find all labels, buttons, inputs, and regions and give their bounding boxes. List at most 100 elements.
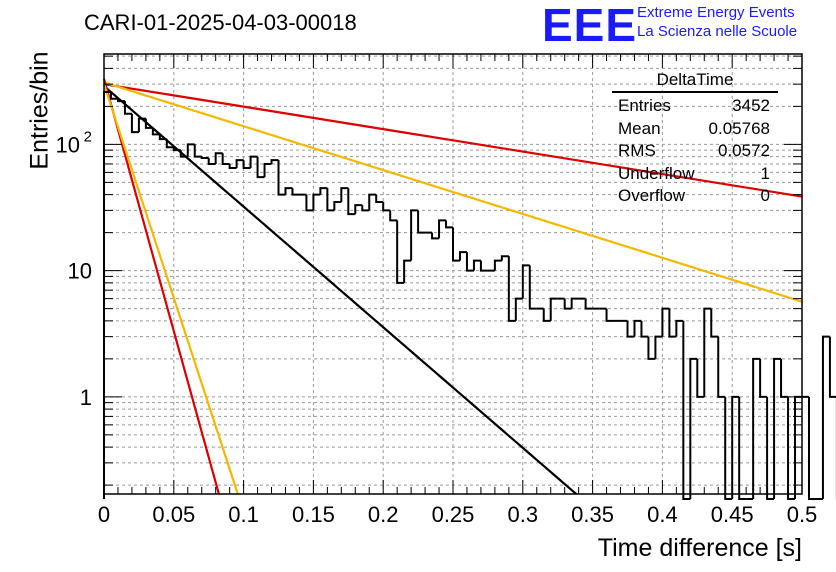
histogram-bin xyxy=(214,152,223,164)
histogram-bin xyxy=(787,396,796,500)
histogram-bin xyxy=(123,101,132,115)
histogram-bin xyxy=(235,159,244,168)
histogram-bin xyxy=(375,194,384,203)
logo-line-1: Extreme Energy Events xyxy=(637,4,795,21)
histogram-bin xyxy=(500,255,509,261)
stats-row-entries: Entries 3452 xyxy=(612,95,778,118)
fit-curve-1 xyxy=(103,83,803,198)
stats-row-underflow: Underflow 1 xyxy=(612,163,778,186)
histogram-bin xyxy=(116,98,125,103)
histogram-bin xyxy=(521,264,530,299)
histogram-bin xyxy=(640,320,649,338)
histogram-bin xyxy=(305,194,314,212)
histogram-bin xyxy=(752,357,761,499)
histogram-bin xyxy=(256,156,265,179)
histogram-bin xyxy=(731,395,740,499)
histogram-bin xyxy=(249,155,258,168)
y-axis-label: Entries/bin xyxy=(25,51,54,170)
stats-value: 0.0572 xyxy=(718,141,770,160)
histogram-bin xyxy=(417,210,426,234)
x-axis-label: Time difference [s] xyxy=(597,534,802,562)
histogram-bin xyxy=(668,308,677,338)
histogram-bin xyxy=(151,127,160,136)
histogram-bin xyxy=(807,396,816,500)
stats-row-rms: RMS 0.0572 xyxy=(612,140,778,163)
y-tick-label: 1 xyxy=(80,385,92,410)
histogram-bin xyxy=(514,297,523,321)
histogram-bin xyxy=(291,188,300,196)
chart-title: CARI-01-2025-04-03-00018 xyxy=(84,10,357,35)
histogram-bin xyxy=(130,113,139,134)
histogram-bin xyxy=(221,153,230,165)
histogram-bin xyxy=(479,260,488,272)
histogram-bin xyxy=(270,159,279,164)
stats-label: Entries xyxy=(618,96,671,115)
histogram-bin xyxy=(794,395,802,499)
histogram-bin xyxy=(207,158,216,165)
stats-value: 1 xyxy=(760,163,770,183)
histogram-bin xyxy=(284,187,293,195)
histogram-bin xyxy=(626,320,635,338)
stats-row-mean: Mean 0.05768 xyxy=(612,118,778,141)
histogram-bin xyxy=(682,320,691,500)
histogram-bin xyxy=(696,358,705,398)
fit-curves xyxy=(102,78,803,495)
histogram-bin xyxy=(717,336,726,398)
histogram-bin xyxy=(103,91,111,499)
stats-label: Mean xyxy=(618,118,661,138)
histogram-bin xyxy=(452,227,460,262)
histogram-bin xyxy=(389,210,398,222)
histogram-bin xyxy=(438,219,447,239)
y-tick-label: 10 xyxy=(68,259,92,284)
histogram-bin xyxy=(724,396,733,500)
histogram-bin xyxy=(507,256,516,322)
histogram-bin xyxy=(458,251,467,261)
x-tick-label: 0 xyxy=(98,502,110,527)
histogram-bin xyxy=(766,396,775,500)
x-tick-label: 0.5 xyxy=(787,502,818,527)
y-tick-exponent: 2 xyxy=(84,128,92,145)
histogram-bin xyxy=(605,308,614,322)
histogram-bin xyxy=(263,162,272,178)
histogram-bin xyxy=(403,259,412,283)
histogram-bin xyxy=(200,156,209,160)
histogram-bin xyxy=(689,357,698,499)
fit-curve-2 xyxy=(103,81,803,303)
histogram-bin xyxy=(821,335,830,499)
x-tick-label: 0.1 xyxy=(228,502,259,527)
histogram-bin xyxy=(165,139,174,149)
histogram-bin xyxy=(179,150,188,158)
histogram-bin xyxy=(570,297,579,309)
tick-labels: 0 0.05 0.1 0.15 0.2 0.25 0.3 0.35 0.4 0.45 0.51101… xyxy=(56,128,818,527)
stats-row-overflow: Overflow 0 xyxy=(612,185,778,208)
histogram-bin xyxy=(326,188,335,212)
histogram-bin xyxy=(654,335,663,359)
histogram-bin xyxy=(361,205,370,212)
histogram-bin xyxy=(382,201,391,212)
histogram-bin xyxy=(465,252,474,272)
stats-label: Overflow xyxy=(618,186,686,205)
x-tick-label: 0.45 xyxy=(711,502,754,527)
histogram-bin xyxy=(549,297,558,321)
histogram-bin xyxy=(144,118,153,129)
logo-line-2: La Scienza nelle Scuole xyxy=(637,23,798,40)
histogram-bin xyxy=(584,298,593,310)
stats-box: DeltaTime Entries 3452 Mean 0.05768 RMS … xyxy=(612,70,778,208)
fit-curve-3 xyxy=(102,78,220,495)
histogram-bin xyxy=(661,307,670,337)
stats-value: 0.05768 xyxy=(708,118,770,138)
histogram-bin xyxy=(193,144,202,158)
histogram-bin xyxy=(396,220,405,284)
axis-ticks xyxy=(103,54,803,494)
eee-logo: EEE xyxy=(542,0,638,51)
histogram-bin xyxy=(347,188,356,216)
histogram-bin xyxy=(738,396,747,500)
stats-label: RMS xyxy=(618,141,656,160)
fit-curve-0 xyxy=(103,85,577,495)
x-tick-label: 0.35 xyxy=(571,502,614,527)
histogram-bin xyxy=(445,220,453,229)
histogram-bin xyxy=(773,357,782,499)
x-tick-label: 0.2 xyxy=(368,502,399,527)
